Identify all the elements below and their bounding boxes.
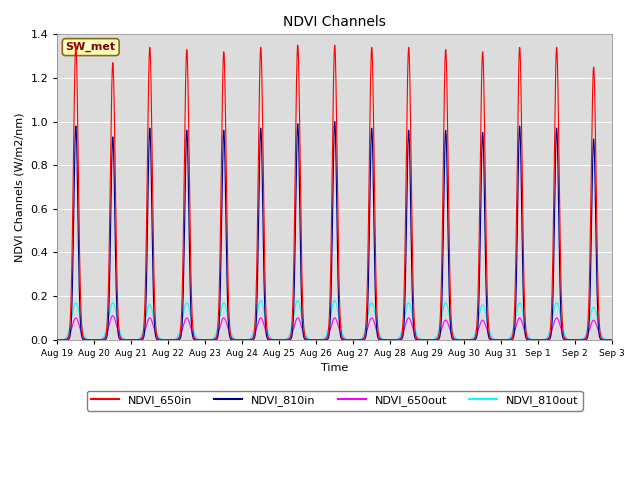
Y-axis label: NDVI Channels (W/m2/nm): NDVI Channels (W/m2/nm) bbox=[15, 112, 25, 262]
Legend: NDVI_650in, NDVI_810in, NDVI_650out, NDVI_810out: NDVI_650in, NDVI_810in, NDVI_650out, NDV… bbox=[87, 391, 582, 410]
Title: NDVI Channels: NDVI Channels bbox=[284, 15, 386, 29]
X-axis label: Time: Time bbox=[321, 363, 348, 373]
Text: SW_met: SW_met bbox=[66, 42, 116, 52]
